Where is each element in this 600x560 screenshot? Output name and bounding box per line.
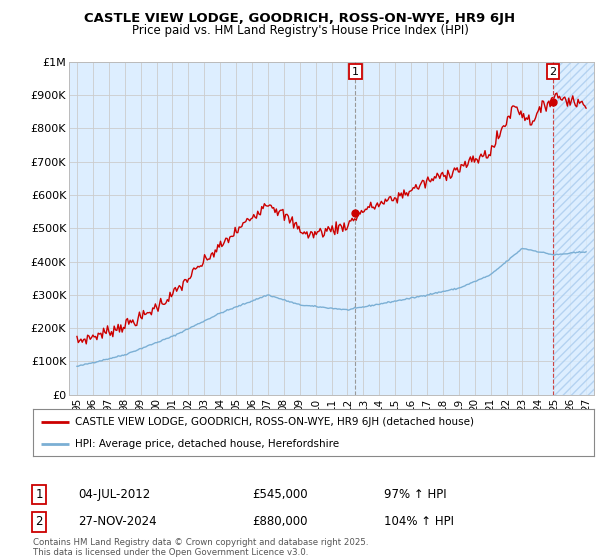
Text: 27-NOV-2024: 27-NOV-2024 [78, 515, 157, 529]
Text: CASTLE VIEW LODGE, GOODRICH, ROSS-ON-WYE, HR9 6JH: CASTLE VIEW LODGE, GOODRICH, ROSS-ON-WYE… [85, 12, 515, 25]
Text: 2: 2 [35, 515, 43, 529]
Text: 04-JUL-2012: 04-JUL-2012 [78, 488, 150, 501]
Text: 2: 2 [550, 67, 557, 77]
Text: £880,000: £880,000 [252, 515, 308, 529]
Text: Contains HM Land Registry data © Crown copyright and database right 2025.
This d: Contains HM Land Registry data © Crown c… [33, 538, 368, 557]
Text: 97% ↑ HPI: 97% ↑ HPI [384, 488, 446, 501]
Text: 104% ↑ HPI: 104% ↑ HPI [384, 515, 454, 529]
Text: CASTLE VIEW LODGE, GOODRICH, ROSS-ON-WYE, HR9 6JH (detached house): CASTLE VIEW LODGE, GOODRICH, ROSS-ON-WYE… [75, 417, 474, 427]
Text: Price paid vs. HM Land Registry's House Price Index (HPI): Price paid vs. HM Land Registry's House … [131, 24, 469, 36]
Bar [553, 62, 594, 395]
Text: 1: 1 [35, 488, 43, 501]
Text: 1: 1 [352, 67, 359, 77]
Text: £545,000: £545,000 [252, 488, 308, 501]
Text: HPI: Average price, detached house, Herefordshire: HPI: Average price, detached house, Here… [75, 438, 339, 449]
